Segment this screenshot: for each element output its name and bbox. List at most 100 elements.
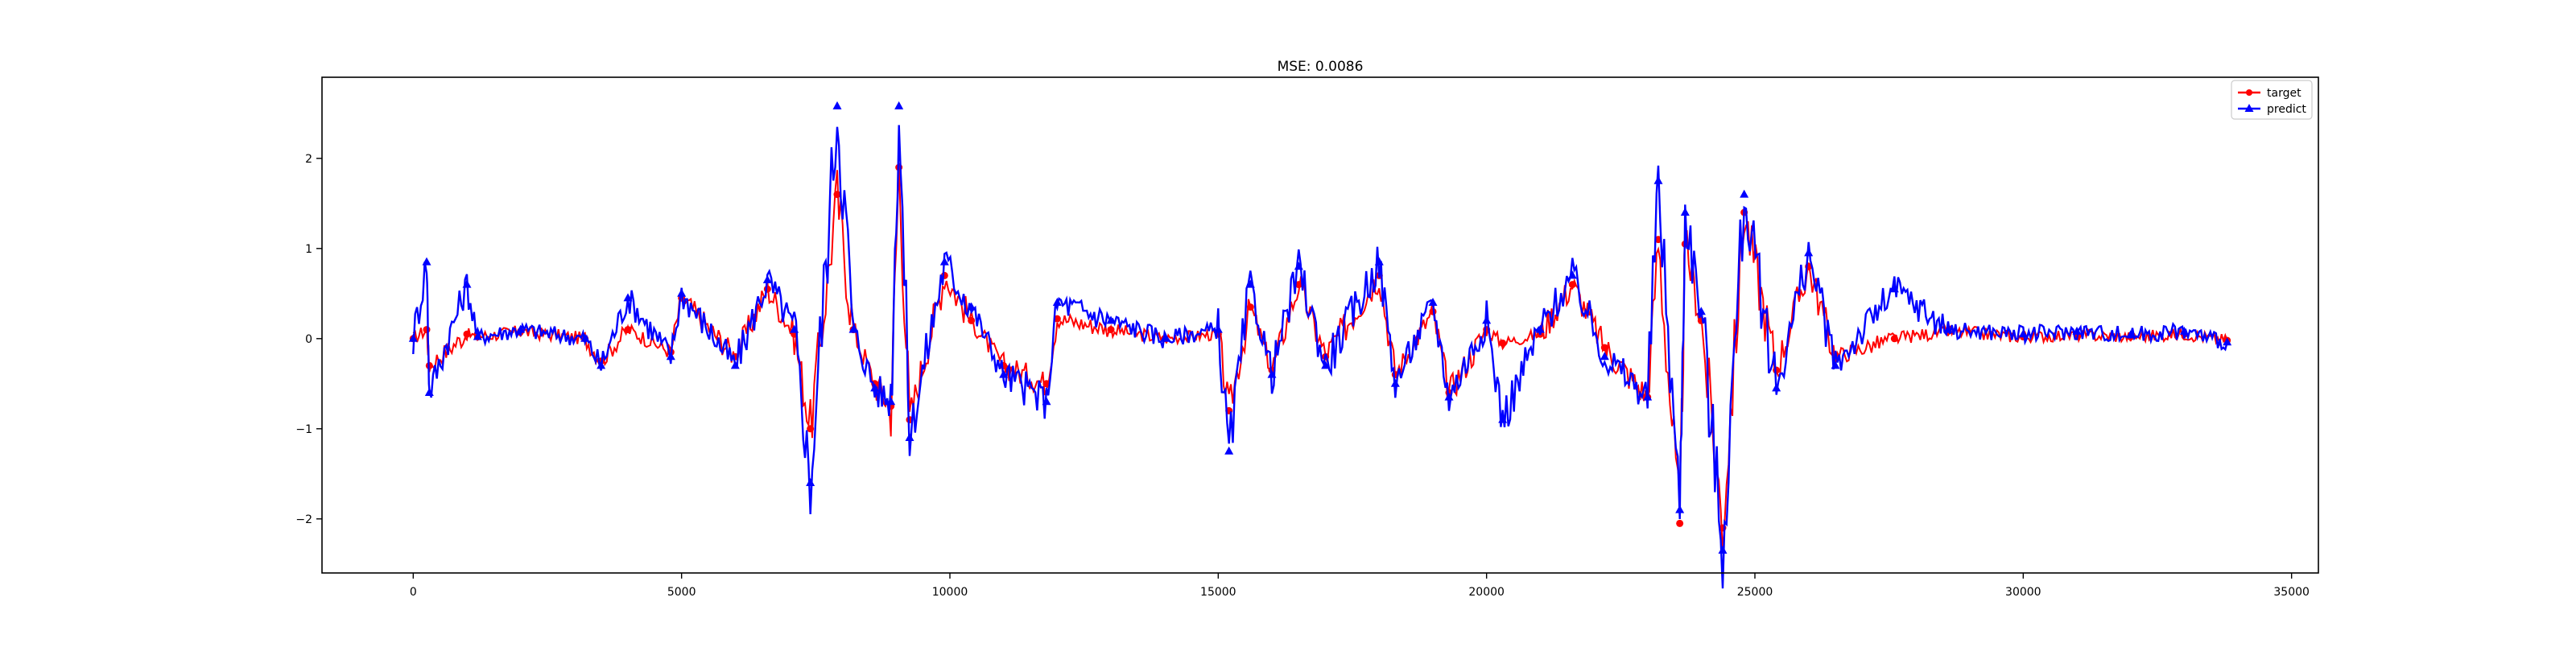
legend: target predict (2231, 80, 2313, 120)
data-point-predict (1213, 324, 1223, 333)
data-point-predict (730, 361, 740, 369)
data-point-predict (623, 293, 633, 302)
data-point-predict (1535, 324, 1545, 333)
data-point-predict (1740, 189, 1749, 198)
data-point-target (1246, 303, 1254, 311)
data-point-predict (1653, 175, 1663, 184)
series-target (409, 163, 2231, 553)
y-tick-label: −1 (295, 423, 312, 436)
data-point-predict (886, 397, 896, 406)
y-tick-label: 0 (305, 333, 312, 346)
x-tick-label: 25000 (1737, 586, 1773, 599)
plot-area (408, 101, 2232, 589)
data-point-predict (1106, 315, 1116, 324)
data-point-target (807, 425, 815, 433)
data-point-predict (666, 352, 675, 361)
data-point-target (968, 316, 976, 324)
data-point-predict (1294, 262, 1303, 270)
x-tick-label: 20000 (1468, 586, 1505, 599)
data-point-predict (2223, 337, 2232, 346)
data-point-predict (967, 302, 976, 311)
data-point-predict (1321, 361, 1331, 369)
data-point-predict (1696, 307, 1706, 315)
data-point-predict (677, 288, 687, 297)
data-point-target (1042, 380, 1051, 388)
data-point-target (1107, 326, 1115, 334)
data-point-predict (516, 324, 526, 333)
data-point-predict (597, 361, 606, 369)
data-point-target (624, 326, 632, 334)
legend-label-predict: predict (2267, 103, 2306, 116)
data-point-predict (1390, 378, 1400, 387)
data-point-predict (2179, 326, 2189, 335)
data-point-target (463, 330, 471, 338)
y-tick-label: 2 (305, 153, 312, 166)
data-point-predict (1804, 248, 1814, 257)
data-point-predict (580, 333, 590, 342)
data-point-predict (1482, 315, 1492, 324)
data-point-predict (1245, 279, 1255, 288)
data-point-predict (1831, 361, 1840, 369)
data-point-predict (1224, 446, 1234, 455)
data-point-predict (1943, 324, 1953, 333)
data-point-predict (422, 257, 431, 266)
data-point-predict (1718, 546, 1728, 554)
data-point-predict (1772, 383, 1781, 392)
data-point-target (763, 285, 771, 293)
data-point-predict (790, 324, 799, 333)
data-point-target (833, 191, 841, 199)
x-tick-label: 5000 (667, 586, 696, 599)
series-line-predict (412, 125, 2228, 589)
data-point-predict (848, 324, 858, 333)
data-point-predict (1160, 333, 1170, 342)
data-point-predict (2018, 329, 2028, 338)
legend-label-target: target (2267, 87, 2301, 100)
legend-marker-target (2246, 89, 2252, 96)
legend-marker-predict (2244, 104, 2254, 112)
data-point-target (1676, 519, 1684, 527)
data-point-predict (999, 369, 1009, 378)
data-point-predict (1680, 208, 1690, 216)
data-point-predict (424, 388, 434, 396)
data-point-predict (1444, 392, 1454, 401)
data-point-target (1568, 281, 1576, 289)
x-tick-label: 30000 (2005, 586, 2041, 599)
data-point-predict (1643, 392, 1653, 401)
data-point-predict (939, 257, 949, 266)
series-line-target (412, 163, 2228, 553)
data-point-predict (894, 101, 904, 109)
data-point-predict (1600, 352, 1609, 361)
data-point-target (1294, 281, 1302, 289)
chart-title: MSE: 0.0086 (1278, 59, 1364, 75)
y-tick-label: 1 (305, 243, 312, 256)
data-point-predict (1889, 284, 1899, 293)
x-tick-label: 10000 (932, 586, 968, 599)
data-point-predict (2126, 330, 2136, 339)
data-point-predict (806, 478, 815, 486)
data-point-predict (462, 279, 472, 288)
data-point-predict (1567, 270, 1577, 279)
data-point-predict (1267, 369, 1277, 378)
data-point-target (1890, 335, 1898, 343)
y-tick-label: −2 (295, 513, 312, 526)
data-point-predict (1042, 397, 1051, 406)
data-point-predict (1052, 298, 1062, 306)
data-point-target (423, 326, 431, 334)
x-tick-label: 35000 (2273, 586, 2310, 599)
data-point-predict (762, 275, 772, 283)
series-predict (408, 101, 2232, 589)
data-point-predict (1428, 298, 1438, 306)
x-tick-label: 15000 (1200, 586, 1236, 599)
data-point-predict (2072, 326, 2082, 335)
data-point-predict (473, 332, 482, 340)
data-point-predict (832, 101, 842, 109)
data-point-predict (408, 333, 418, 342)
data-point-predict (1675, 505, 1685, 513)
data-point-predict (1374, 257, 1384, 266)
x-tick-label: 0 (410, 586, 417, 599)
plot-frame (321, 76, 2319, 574)
data-point-target (1499, 339, 1507, 347)
data-point-predict (905, 433, 914, 441)
